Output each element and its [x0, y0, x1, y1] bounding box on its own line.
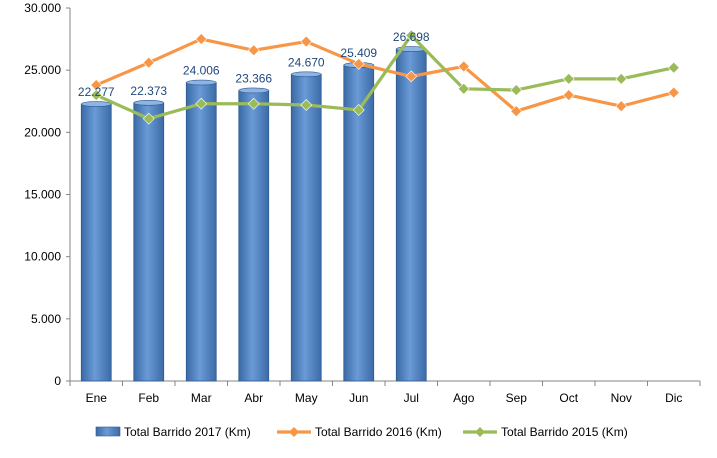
x-tick-label: Ene	[86, 391, 108, 405]
bar	[395, 48, 427, 382]
x-tick-label: Nov	[611, 391, 632, 405]
bar	[133, 102, 165, 382]
legend-label-2016: Total Barrido 2016 (Km)	[315, 425, 442, 439]
bar	[80, 103, 112, 382]
x-tick-label: Mar	[191, 391, 212, 405]
marker-2015	[247, 97, 260, 110]
y-tick-label: 30.000	[24, 1, 61, 15]
bar-top	[238, 87, 270, 94]
marker-2016	[457, 60, 470, 73]
data-label: 26.698	[393, 30, 430, 44]
marker-2016	[615, 100, 628, 113]
legend-swatch-2017	[95, 426, 121, 437]
marker-2015	[562, 72, 575, 85]
marker-2016	[352, 58, 365, 70]
x-tick-label: Ago	[453, 391, 475, 405]
marker-2016	[142, 56, 155, 69]
marker-2015	[615, 72, 628, 85]
legend-marker-2015	[475, 427, 485, 437]
marker-2016	[510, 105, 523, 118]
marker-2015	[300, 99, 313, 111]
marker-2016	[667, 86, 680, 99]
data-label: 24.006	[183, 64, 220, 78]
data-labels: 22.277 22.373 24.006 23.366 24.670 25.409 26.6…	[78, 30, 430, 99]
bar-top	[133, 100, 165, 106]
y-tick-label: 15.000	[24, 188, 61, 202]
marker-2015	[510, 84, 523, 96]
data-label: 24.670	[288, 55, 325, 69]
bar-series	[80, 46, 427, 382]
marker-2015	[667, 61, 680, 74]
x-axis: Ene Feb Mar Abr May Jun Jul Ago Sep Oct Nov Dic	[69, 380, 701, 405]
bar-top	[185, 79, 217, 86]
marker-2016	[562, 89, 575, 101]
y-tick-label: 5.000	[31, 312, 61, 326]
x-tick-label: Abr	[244, 391, 263, 405]
line-series	[90, 29, 680, 125]
bar	[343, 64, 375, 382]
marker-2015	[142, 112, 155, 125]
marker-2015	[352, 104, 365, 116]
x-tick-label: Oct	[559, 391, 578, 405]
bar	[290, 73, 322, 382]
data-label: 23.366	[235, 71, 272, 85]
data-label: 22.277	[78, 85, 115, 99]
data-label: 22.373	[130, 84, 167, 98]
legend: Total Barrido 2017 (Km) Total Barrido 201…	[95, 425, 628, 439]
marker-2015	[405, 29, 418, 42]
data-label: 25.409	[340, 46, 377, 60]
marker-2016	[405, 70, 418, 83]
y-tick-label: 20.000	[24, 125, 61, 139]
marker-2016	[195, 33, 208, 46]
x-tick-label: Feb	[138, 391, 159, 405]
y-tick-label: 25.000	[24, 63, 61, 77]
x-tick-label: May	[295, 391, 318, 405]
marker-2015	[195, 97, 208, 110]
bar	[185, 82, 217, 382]
marker-2016	[300, 35, 313, 48]
legend-label-2015: Total Barrido 2015 (Km)	[501, 425, 628, 439]
bar	[238, 90, 270, 382]
x-tick-label: Jun	[349, 391, 368, 405]
y-tick-label: 0	[54, 374, 61, 388]
bar-top	[290, 71, 322, 78]
x-tick-label: Dic	[665, 391, 682, 405]
x-tick-label: Sep	[506, 391, 528, 405]
legend-label-2017: Total Barrido 2017 (Km)	[124, 425, 251, 439]
y-tick-label: 10.000	[24, 250, 61, 264]
legend-marker-2016	[289, 427, 299, 437]
marker-2016	[247, 44, 260, 57]
bar-top	[80, 101, 112, 107]
marker-2015	[90, 89, 103, 101]
marker-2015	[457, 82, 470, 95]
y-axis: 0 5.000 10.000 15.000 20.000 25.000 30.000	[24, 1, 71, 388]
series-line	[95, 33, 675, 121]
x-tick-label: Jul	[404, 391, 419, 405]
